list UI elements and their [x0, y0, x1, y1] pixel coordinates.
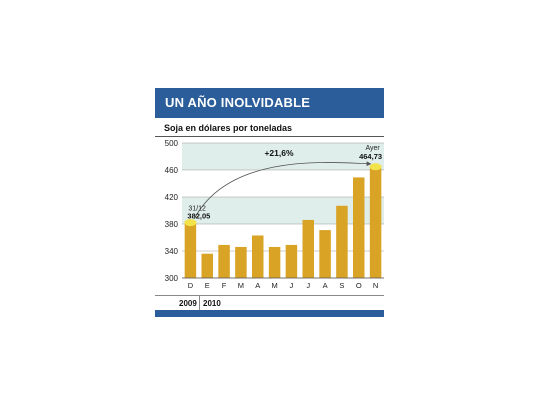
bar	[302, 219, 314, 278]
y-axis: 300 340 380 420 460 500	[165, 139, 179, 283]
end-value-label: 464,73	[359, 152, 382, 161]
chart-title: UN AÑO INOLVIDABLE	[165, 95, 311, 110]
x-tick-label: J	[306, 281, 310, 290]
bar	[252, 235, 264, 278]
x-tick-label: D	[188, 281, 194, 290]
bar	[369, 166, 382, 278]
bar	[268, 246, 281, 278]
year-separator	[199, 296, 200, 310]
footer-bar	[155, 310, 384, 317]
title-bar: UN AÑO INOLVIDABLE	[155, 88, 384, 118]
x-tick-label: E	[205, 281, 210, 290]
bar	[201, 253, 213, 278]
x-tick-label: M	[271, 281, 277, 290]
start-value-label: 382,05	[187, 212, 210, 221]
start-highlight	[184, 219, 197, 227]
y-tick-label: 460	[165, 166, 179, 175]
trend-arrow	[194, 161, 372, 219]
start-date-label: 31/12	[188, 206, 206, 213]
bar	[235, 246, 247, 278]
infographic-card: UN AÑO INOLVIDABLE Soja en dólares por t…	[155, 88, 384, 317]
y-tick-label: 500	[165, 139, 179, 148]
bar	[218, 244, 230, 278]
bars-group	[184, 166, 382, 278]
end-date-label: Ayer	[365, 145, 380, 152]
bar	[319, 230, 331, 278]
year-divider-line	[155, 295, 384, 296]
x-tick-label: M	[238, 281, 244, 290]
bar-chart: 300 340 380 420 460 500 D E F M A M J J A S O N 31/12382…	[165, 139, 384, 290]
bar	[184, 222, 197, 278]
x-tick-label: A	[323, 281, 328, 290]
x-tick-label: O	[356, 281, 362, 290]
bar	[353, 177, 365, 278]
year-label-2010: 2010	[203, 299, 221, 308]
bar	[285, 244, 298, 278]
y-tick-label: 380	[165, 220, 179, 229]
chart-subtitle: Soja en dólares por toneladas	[164, 123, 293, 133]
bar	[336, 205, 348, 278]
x-tick-label: A	[255, 281, 260, 290]
x-tick-label: S	[339, 281, 344, 290]
x-tick-label: F	[222, 281, 227, 290]
shaded-band-0	[182, 197, 384, 224]
y-tick-label: 300	[165, 274, 179, 283]
x-tick-label: J	[290, 281, 294, 290]
year-label-2009: 2009	[179, 299, 197, 308]
x-tick-label: N	[373, 281, 378, 290]
end-highlight	[369, 163, 382, 171]
y-tick-label: 420	[165, 193, 179, 202]
y-tick-label: 340	[165, 247, 179, 256]
subtitle-divider	[155, 136, 384, 137]
change-label: +21,6%	[264, 148, 294, 158]
